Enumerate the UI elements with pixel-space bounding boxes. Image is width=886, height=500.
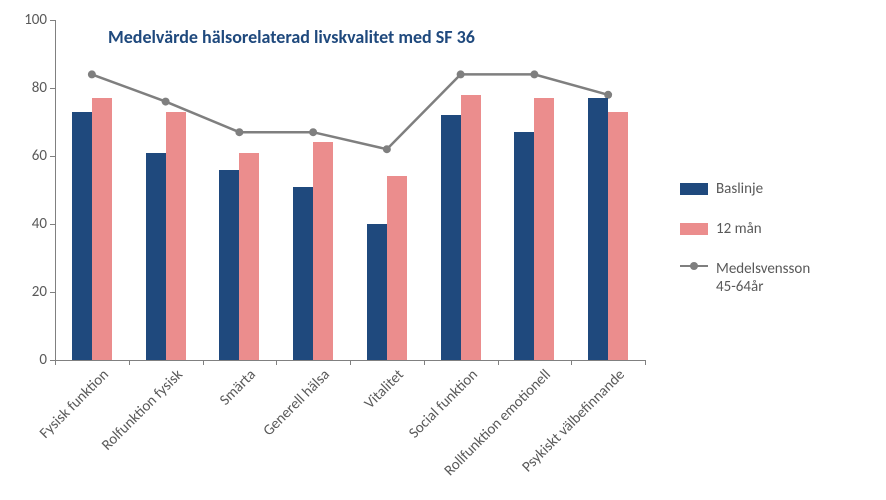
bar-1-4 (387, 176, 407, 360)
chart-container: Medelvärde hälsorelaterad livskvalitet m… (0, 0, 886, 500)
bar-0-6 (514, 132, 534, 360)
legend-marker-medelsvensson (680, 260, 708, 272)
legend-item-medelsvensson: Medelsvensson 45-64år (680, 260, 810, 296)
line-series-marker (457, 70, 465, 78)
bar-1-5 (461, 95, 481, 360)
bar-1-0 (92, 98, 112, 360)
legend-swatch-baslinje (680, 183, 708, 195)
x-tick-mark (203, 360, 204, 365)
y-axis-line (55, 20, 56, 360)
x-tick-mark (276, 360, 277, 365)
legend: Baslinje 12 mån Medelsvensson 45-64år (680, 180, 810, 318)
y-tick-mark (50, 224, 55, 225)
bar-1-7 (608, 112, 628, 360)
bar-1-3 (313, 142, 333, 360)
x-tick-mark (571, 360, 572, 365)
bar-0-3 (293, 187, 313, 360)
x-tick-mark (424, 360, 425, 365)
legend-label-12man: 12 mån (716, 220, 762, 238)
x-category-label: Smärta (217, 366, 260, 409)
legend-label-medelsvensson: Medelsvensson 45-64år (716, 260, 810, 296)
y-tick-mark (50, 20, 55, 21)
line-series-marker (309, 128, 317, 136)
line-series-marker (88, 70, 96, 78)
line-series-marker (235, 128, 243, 136)
bar-0-0 (72, 112, 92, 360)
line-series-marker (162, 98, 170, 106)
x-tick-mark (645, 360, 646, 365)
legend-label-baslinje: Baslinje (716, 180, 763, 198)
line-series-marker (530, 70, 538, 78)
bar-1-6 (534, 98, 554, 360)
bar-0-5 (441, 115, 461, 360)
x-tick-mark (498, 360, 499, 365)
x-tick-mark (129, 360, 130, 365)
x-tick-mark (350, 360, 351, 365)
x-category-label: Vitalitet (361, 366, 408, 413)
y-tick-mark (50, 88, 55, 89)
x-category-label: Fysisk funktion (36, 366, 112, 442)
x-tick-mark (55, 360, 56, 365)
bar-0-7 (588, 98, 608, 360)
bar-1-1 (166, 112, 186, 360)
y-tick-mark (50, 292, 55, 293)
legend-swatch-12man (680, 223, 708, 235)
line-series-marker (383, 145, 391, 153)
x-category-label: Social funktion (405, 366, 481, 442)
legend-item-12man: 12 mån (680, 220, 810, 238)
bar-0-4 (367, 224, 387, 360)
bar-1-2 (239, 153, 259, 360)
x-category-label: Generell hälsa (260, 366, 334, 440)
bar-0-2 (219, 170, 239, 360)
line-series-layer (55, 20, 645, 360)
legend-item-baslinje: Baslinje (680, 180, 810, 198)
bar-0-1 (146, 153, 166, 360)
plot-area: 020406080100Fysisk funktionRolfunktion f… (55, 20, 645, 360)
y-tick-mark (50, 156, 55, 157)
